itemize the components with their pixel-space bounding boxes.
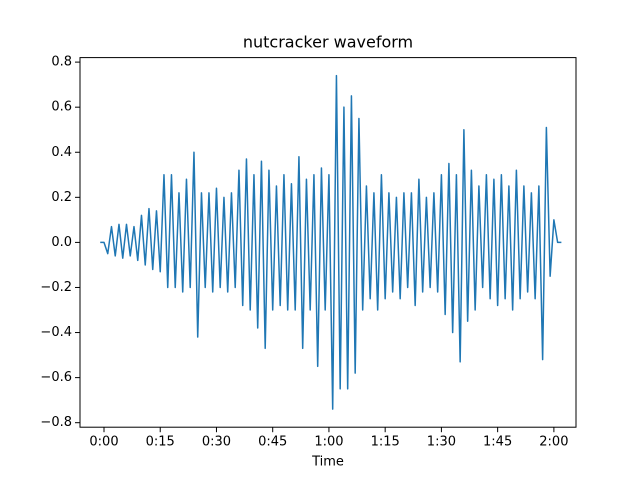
- y-tick-label: 0.4: [51, 145, 72, 160]
- x-tick-label: 0:30: [202, 435, 231, 450]
- x-tick-label: 0:15: [146, 435, 175, 450]
- y-tick-label: 0.8: [51, 55, 72, 70]
- x-tick-label: 1:15: [371, 435, 400, 450]
- x-axis-label: Time: [311, 455, 344, 470]
- axes-frame: [79, 57, 577, 428]
- y-tick-label: −0.8: [40, 415, 72, 430]
- chart-title: nutcracker waveform: [243, 33, 413, 52]
- x-tick-label: 0:45: [258, 435, 287, 450]
- y-tick-label: −0.6: [40, 370, 72, 385]
- y-tick-label: 0.6: [51, 100, 72, 115]
- y-tick-label: −0.4: [40, 325, 72, 340]
- x-tick-label: 1:45: [483, 435, 512, 450]
- x-tick-label: 1:00: [314, 435, 343, 450]
- x-tick-label: 2:00: [539, 435, 568, 450]
- y-tick-label: 0.0: [51, 235, 72, 250]
- waveform-line: [100, 74, 562, 410]
- x-tick-label: 0:00: [89, 435, 118, 450]
- x-tick-label: 1:30: [427, 435, 456, 450]
- y-tick-label: 0.2: [51, 190, 72, 205]
- y-tick-label: −0.2: [40, 280, 72, 295]
